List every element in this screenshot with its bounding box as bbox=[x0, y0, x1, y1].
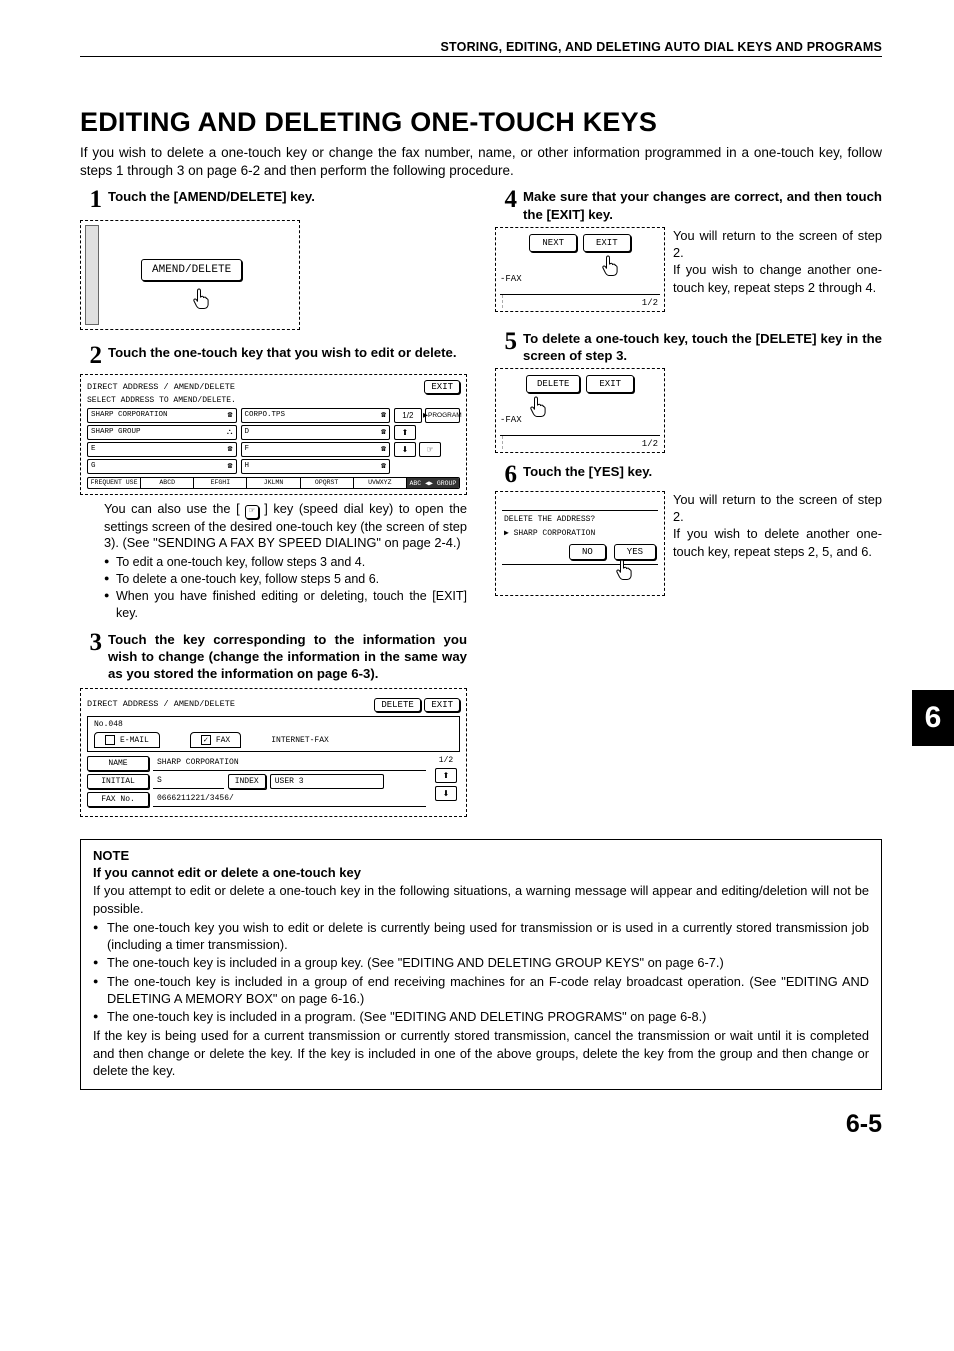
step-1-screen: AMEND/DELETE bbox=[80, 220, 300, 330]
cell-corpo[interactable]: CORPO.TPS☎ bbox=[241, 408, 391, 423]
tab-efghi[interactable]: EFGHI bbox=[194, 478, 247, 488]
touch-hand-icon bbox=[191, 287, 211, 311]
exit-button-s4[interactable]: EXIT bbox=[583, 234, 631, 252]
tab-jklmn[interactable]: JKLMN bbox=[247, 478, 300, 488]
cell-d[interactable]: D☎ bbox=[241, 425, 391, 440]
s3-down-button[interactable]: ⬇ bbox=[435, 786, 457, 801]
s3-delete-button[interactable]: DELETE bbox=[374, 698, 420, 712]
touch-hand-icon bbox=[614, 558, 634, 582]
speed-dial-key-icon: ☞ bbox=[245, 505, 258, 519]
s4-page: 1/2 bbox=[502, 295, 658, 308]
s2-bullet-1: To edit a one-touch key, follow steps 3 … bbox=[104, 554, 467, 570]
faxno-value: 0666211221/3456/ bbox=[153, 792, 426, 807]
exit-button-s5[interactable]: EXIT bbox=[586, 375, 634, 393]
name-label-button[interactable]: NAME bbox=[87, 756, 149, 771]
step-6-number: 6 bbox=[495, 463, 517, 487]
s3-subbar: No.048 E-MAIL ✓FAX INTERNET-FAX bbox=[87, 716, 460, 752]
step-5-screen: DELETE EXIT -FAX 1/2 bbox=[495, 368, 665, 453]
step-2-number: 2 bbox=[80, 344, 102, 368]
s6-name: ▶ SHARP CORPORATION bbox=[504, 528, 656, 538]
s5-page: 1/2 bbox=[502, 436, 658, 449]
scroll-down-button[interactable]: ⬇ bbox=[394, 442, 416, 457]
step-5-number: 5 bbox=[495, 330, 517, 364]
s2-exit-button[interactable]: EXIT bbox=[424, 380, 460, 394]
cell-sharp-group[interactable]: SHARP GROUP⛬ bbox=[87, 425, 237, 440]
s3-no: No.048 bbox=[94, 720, 453, 729]
note-bold-line: If you cannot edit or delete a one-touch… bbox=[93, 865, 869, 880]
s2-subtitle: SELECT ADDRESS TO AMEND/DELETE. bbox=[87, 396, 460, 405]
touch-hand-icon bbox=[528, 395, 548, 419]
s6-question: DELETE THE ADDRESS? bbox=[504, 515, 656, 524]
step-2-text: Touch the one-touch key that you wish to… bbox=[108, 344, 467, 368]
step-5-text: To delete a one-touch key, touch the [DE… bbox=[523, 330, 882, 364]
note-bullet-2: The one-touch key is included in a group… bbox=[93, 954, 869, 971]
step-2-screen: DIRECT ADDRESS / AMEND/DELETE EXIT SELEC… bbox=[80, 374, 467, 495]
s2-bullet-3: When you have finished editing or deleti… bbox=[104, 588, 467, 621]
tab-abc-group[interactable]: ABC ◀▶ GROUP bbox=[407, 478, 459, 488]
page-title: EDITING AND DELETING ONE-TOUCH KEYS bbox=[80, 107, 882, 138]
tab-opqrst[interactable]: OPQRST bbox=[301, 478, 354, 488]
s3-page: 1/2 bbox=[439, 756, 453, 765]
name-value: SHARP CORPORATION bbox=[153, 756, 426, 771]
step-4-screen: NEXT EXIT -FAX 1/2 bbox=[495, 227, 665, 312]
s5-fax-label: -FAX bbox=[500, 415, 522, 425]
step-4-number: 4 bbox=[495, 188, 517, 222]
note-bullet-3: The one-touch key is included in a group… bbox=[93, 973, 869, 1008]
tab-uvwxyz[interactable]: UVWXYZ bbox=[354, 478, 407, 488]
faxno-label-button[interactable]: FAX No. bbox=[87, 792, 149, 807]
amend-delete-button[interactable]: AMEND/DELETE bbox=[141, 259, 242, 281]
tab-abcd[interactable]: ABCD bbox=[141, 478, 194, 488]
panel-side-bar bbox=[85, 225, 99, 325]
cell-g[interactable]: G☎ bbox=[87, 459, 237, 474]
tab-email[interactable]: E-MAIL bbox=[94, 732, 160, 748]
note-p2: If the key is being used for a current t… bbox=[93, 1027, 869, 1079]
s3-exit-button[interactable]: EXIT bbox=[424, 698, 460, 712]
step-4-text: Make sure that your changes are correct,… bbox=[523, 188, 882, 222]
note-bullet-4: The one-touch key is included in a progr… bbox=[93, 1008, 869, 1025]
s2-bullet-2: To delete a one-touch key, follow steps … bbox=[104, 571, 467, 587]
s2-title: DIRECT ADDRESS / AMEND/DELETE bbox=[87, 382, 235, 392]
step-3-text: Touch the key corresponding to the infor… bbox=[108, 631, 467, 682]
index-button[interactable]: INDEX bbox=[228, 774, 266, 789]
s2-page-indicator: 1/2 bbox=[394, 408, 422, 423]
s2-tab-bar: FREQUENT USE ABCD EFGHI JKLMN OPQRST UVW… bbox=[87, 477, 460, 489]
delete-button-s5[interactable]: DELETE bbox=[526, 375, 580, 393]
tab-ifax: INTERNET-FAX bbox=[271, 736, 329, 745]
s3-title: DIRECT ADDRESS / AMEND/DELETE bbox=[87, 699, 235, 709]
cell-f[interactable]: F☎ bbox=[241, 442, 391, 457]
note-bullet-1: The one-touch key you wish to edit or de… bbox=[93, 919, 869, 954]
step-6-desc: You will return to the screen of step 2.… bbox=[673, 491, 882, 596]
step-4-desc: You will return to the screen of step 2.… bbox=[673, 227, 882, 318]
note-box: NOTE If you cannot edit or delete a one-… bbox=[80, 839, 882, 1090]
touch-hand-icon bbox=[600, 254, 620, 278]
s4-fax-label: -FAX bbox=[500, 274, 522, 284]
step-2-desc: You can also use the [ ☞ ] key (speed di… bbox=[104, 501, 467, 552]
step-1-number: 1 bbox=[80, 188, 102, 212]
intro-paragraph: If you wish to delete a one-touch key or… bbox=[80, 144, 882, 180]
step-3-screen: DIRECT ADDRESS / AMEND/DELETE DELETE EXI… bbox=[80, 688, 467, 817]
step-6-screen: DELETE THE ADDRESS? ▶ SHARP CORPORATION … bbox=[495, 491, 665, 596]
cell-e[interactable]: E☎ bbox=[87, 442, 237, 457]
scroll-up-button[interactable]: ⬆ bbox=[394, 425, 416, 440]
step-6-text: Touch the [YES] key. bbox=[523, 463, 882, 487]
chapter-side-tab: 6 bbox=[912, 690, 954, 746]
initial-value: S bbox=[153, 774, 224, 789]
initial-label-button[interactable]: INITIAL bbox=[87, 774, 149, 789]
s3-up-button[interactable]: ⬆ bbox=[435, 768, 457, 783]
tab-fax[interactable]: ✓FAX bbox=[190, 732, 241, 748]
header-breadcrumb: STORING, EDITING, AND DELETING AUTO DIAL… bbox=[80, 40, 882, 57]
index-value: USER 3 bbox=[270, 774, 385, 789]
step-3-number: 3 bbox=[80, 631, 102, 682]
cell-h[interactable]: H☎ bbox=[241, 459, 391, 474]
program-button[interactable]: ▶PROGRAM bbox=[425, 408, 460, 423]
note-heading: NOTE bbox=[93, 848, 869, 863]
no-button[interactable]: NO bbox=[569, 544, 606, 560]
step-1-text: Touch the [AMEND/DELETE] key. bbox=[108, 188, 467, 212]
page-number: 6-5 bbox=[80, 1110, 882, 1139]
note-p1: If you attempt to edit or delete a one-t… bbox=[93, 882, 869, 917]
next-button[interactable]: NEXT bbox=[529, 234, 577, 252]
cell-sharp-corp[interactable]: SHARP CORPORATION☎ bbox=[87, 408, 237, 423]
tab-frequent[interactable]: FREQUENT USE bbox=[88, 478, 141, 488]
speed-dial-button[interactable]: ☞ bbox=[419, 442, 441, 457]
